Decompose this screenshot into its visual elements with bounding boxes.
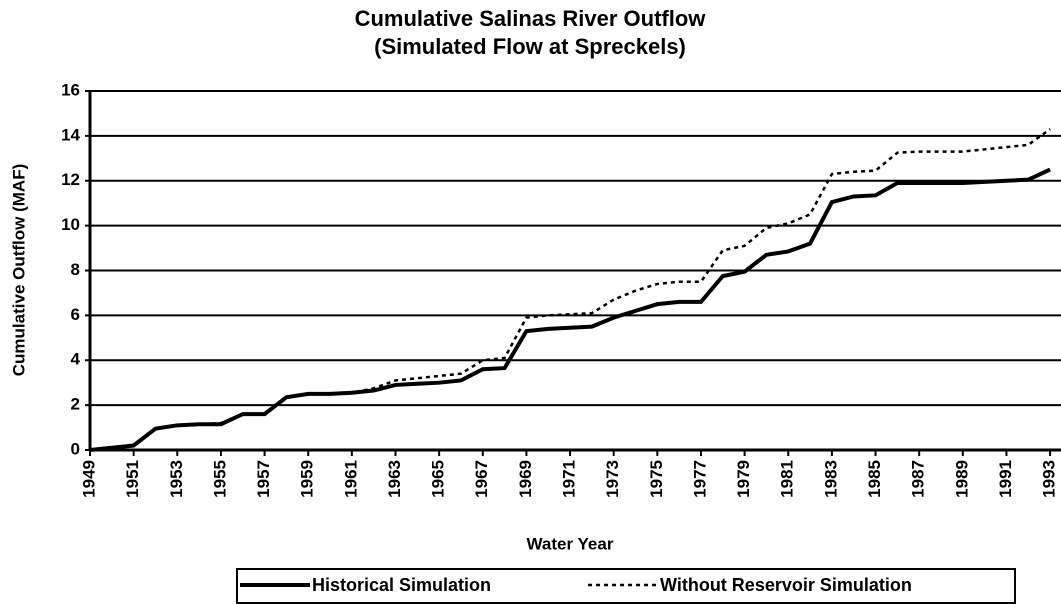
y-axis-label: Cumulative Outflow (MAF) — [9, 164, 28, 376]
y-tick-label: 14 — [61, 125, 80, 144]
x-tick-label: 1957 — [254, 460, 273, 498]
legend-label: Historical Simulation — [312, 575, 491, 595]
x-tick-label: 1967 — [472, 460, 491, 498]
x-tick-label: 1979 — [734, 460, 753, 498]
y-tick-label: 4 — [71, 350, 81, 369]
x-tick-label: 1959 — [298, 460, 317, 498]
x-tick-label: 1983 — [821, 460, 840, 498]
x-tick-label: 1975 — [647, 460, 666, 498]
y-tick-label: 6 — [71, 305, 80, 324]
y-tick-label: 8 — [71, 260, 80, 279]
x-tick-label: 1991 — [996, 460, 1015, 498]
chart-title: Cumulative Salinas River Outflow — [355, 6, 707, 31]
line-series — [89, 167, 1051, 452]
x-tick-label: 1977 — [690, 460, 709, 498]
x-tick-label: 1969 — [516, 460, 535, 498]
x-tick-label: 1987 — [909, 460, 928, 498]
x-tick-label: 1963 — [385, 460, 404, 498]
x-tick-label: 1961 — [341, 460, 360, 498]
x-tick-label: 1985 — [865, 460, 884, 498]
x-axis-label: Water Year — [527, 534, 614, 553]
y-tick-label: 10 — [61, 215, 80, 234]
chart-subtitle: (Simulated Flow at Spreckels) — [374, 34, 686, 59]
x-tick-label: 1965 — [429, 460, 448, 498]
y-tick-label: 0 — [71, 439, 80, 458]
x-tick-label: 1981 — [778, 460, 797, 498]
x-tick-label: 1993 — [1040, 460, 1059, 498]
y-tick-label: 12 — [61, 170, 80, 189]
x-tick-label: 1989 — [952, 460, 971, 498]
line-series — [89, 128, 1051, 452]
x-tick-label: 1949 — [79, 460, 98, 498]
y-tick-label: 2 — [71, 395, 80, 414]
y-tick-label: 16 — [61, 80, 80, 99]
legend-box — [236, 568, 1016, 604]
x-tick-label: 1973 — [603, 460, 622, 498]
x-tick-label: 1971 — [560, 460, 579, 498]
x-tick-label: 1951 — [123, 460, 142, 498]
legend-label: Without Reservoir Simulation — [660, 575, 912, 595]
x-tick-label: 1953 — [167, 460, 186, 498]
x-tick-label: 1955 — [210, 460, 229, 498]
